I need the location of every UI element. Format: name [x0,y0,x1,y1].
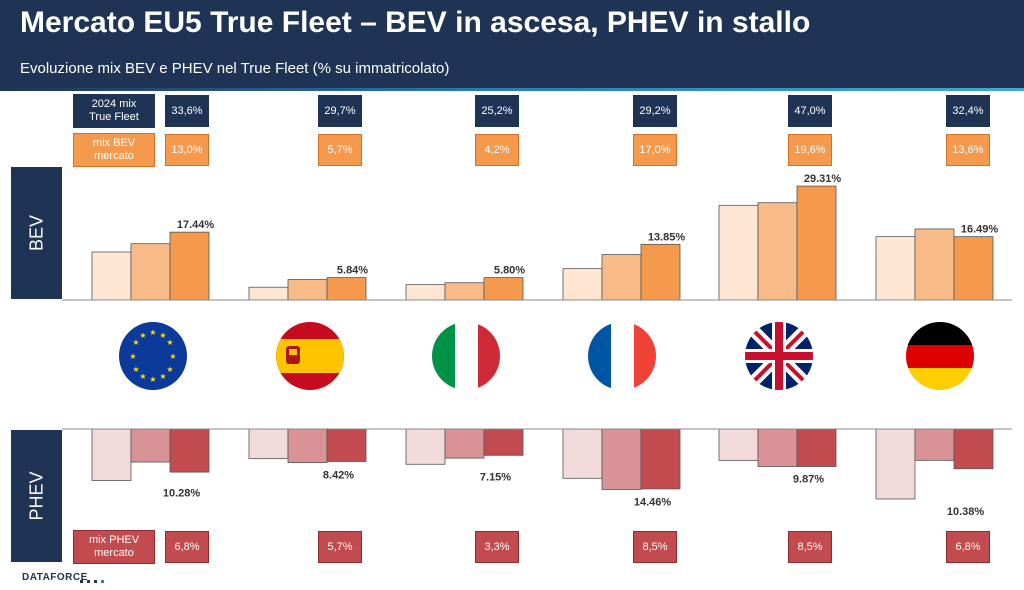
phev-value-label: 10.28% [163,488,201,500]
phev-value-label: 8.42% [323,470,354,482]
phev-market-mix-box: 3,3% [475,531,519,563]
true-fleet-mix-box: 25,2% [475,95,519,127]
svg-text:★: ★ [159,372,166,381]
eu-flag-icon: ★ ★★ ★★★ ★★★ ★★★ [119,322,187,390]
phev-bar [169,428,210,473]
svg-text:★: ★ [169,352,176,361]
bev-bar [914,228,955,301]
svg-text:★: ★ [159,331,166,340]
phev-bar [757,428,798,467]
bev-market-mix-box: 13,0% [165,134,209,166]
page-subtitle: Evoluzione mix BEV e PHEV nel True Fleet… [20,60,450,77]
bev-market-mix-box: 17,0% [633,134,677,166]
bev-bar [757,202,798,301]
bev-bar [91,251,132,301]
svg-text:★: ★ [132,338,139,347]
phev-value-label: 14.46% [634,496,672,508]
phev-value-label: 10.38% [947,506,985,518]
bev-market-row-label: mix BEV mercato [73,133,155,167]
phev-bar [718,428,759,461]
svg-text:★: ★ [166,338,173,347]
phev-bar [914,428,955,461]
phev-market-row-label: mix PHEV mercato [73,530,155,564]
true-fleet-mix-box: 47,0% [788,95,832,127]
bev-bar [483,277,524,301]
phev-bar [287,428,328,463]
uk-flag-icon [745,322,813,390]
bev-bar [130,243,171,301]
bev-market-mix-box: 5,7% [318,134,362,166]
header-banner: Mercato EU5 True Fleet – BEV in ascesa, … [0,0,1024,90]
true-fleet-mix-box: 29,2% [633,95,677,127]
svg-text:★: ★ [139,372,146,381]
true-fleet-mix-box: 33,6% [165,95,209,127]
bev-bar [601,254,642,301]
phev-value-label: 9.87% [793,474,824,486]
svg-text:★: ★ [132,365,139,374]
phev-bar [326,428,367,462]
phev-bar [91,428,132,481]
phev-bar [601,428,642,490]
phev-bar [875,428,916,500]
svg-text:★: ★ [139,331,146,340]
logo-dots [80,580,104,583]
germany-flag-icon [906,322,974,390]
bev-bar [248,286,289,301]
phev-market-mix-box: 6,8% [165,531,209,563]
bev-market-mix-box: 13,6% [946,134,990,166]
svg-text:★: ★ [129,352,136,361]
bev-side-label: BEV [11,167,62,299]
phev-bar [405,428,446,465]
bev-bar [718,204,759,301]
phev-market-mix-box: 5,7% [318,531,362,563]
spain-flag-icon [276,322,344,390]
true-fleet-mix-box: 29,7% [318,95,362,127]
phev-value-label: 7.15% [480,471,511,483]
bev-bar [287,279,328,301]
bev-bar [796,185,837,301]
phev-bar [483,428,524,456]
bev-value-label: 5.84% [337,265,368,277]
bev-bar [562,268,603,301]
phev-bar [796,428,837,467]
bev-value-label: 5.80% [494,265,525,277]
true-fleet-row-label: 2024 mix True Fleet [73,94,155,128]
bev-bar [169,231,210,301]
bev-value-label: 17.44% [177,219,215,231]
header-accent-line [0,88,1024,91]
phev-market-mix-box: 8,5% [788,531,832,563]
bev-bar [640,243,681,301]
bev-bar [326,277,367,301]
bev-bar [405,284,446,301]
bev-market-mix-box: 4,2% [475,134,519,166]
phev-bar [130,428,171,463]
phev-bar [248,428,289,460]
true-fleet-mix-box: 32,4% [946,95,990,127]
phev-bar [562,428,603,479]
bev-bar [953,236,994,301]
svg-text:★: ★ [149,375,156,384]
page-title: Mercato EU5 True Fleet – BEV in ascesa, … [20,6,811,39]
bev-value-label: 29.31% [804,173,842,185]
phev-market-mix-box: 6,8% [946,531,990,563]
phev-bar [444,428,485,459]
phev-bar [640,428,681,490]
phev-market-mix-box: 8,5% [633,531,677,563]
bev-market-mix-box: 19,6% [788,134,832,166]
svg-text:★: ★ [149,328,156,337]
bev-value-label: 13.85% [648,231,686,243]
bev-bar [875,236,916,301]
phev-side-label: PHEV [11,430,62,562]
bev-bar [444,282,485,301]
dataforce-logo: DATAFORCE [22,572,88,583]
phev-bar [953,428,994,470]
svg-text:★: ★ [166,365,173,374]
bev-value-label: 16.49% [961,224,999,236]
france-flag-icon [588,322,656,390]
italy-flag-icon [432,322,500,390]
